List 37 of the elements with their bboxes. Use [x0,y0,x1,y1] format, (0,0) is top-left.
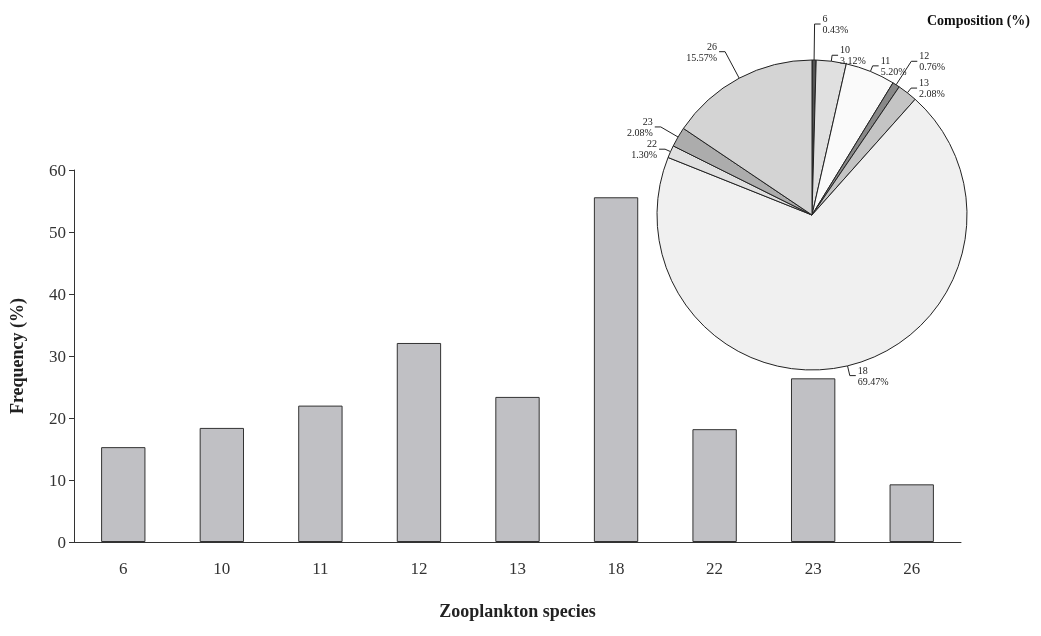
slice-label: 23 [642,115,653,127]
data-label: 5.20% [880,65,907,77]
slice-label: 11 [880,54,891,66]
slice-label: 18 [857,364,868,376]
y-tick-label: 30 [49,346,66,366]
slice-label: 12 [919,50,930,62]
x-axis-title: Zooplankton species [439,601,596,621]
slice-label: 22 [647,138,658,150]
y-tick-label: 40 [49,284,66,304]
x-tick-label: 22 [706,559,724,578]
data-label: 0.43% [822,24,849,36]
y-tick-label: 60 [49,160,66,180]
x-tick-label: 26 [903,559,921,578]
x-tick-label: 10 [213,559,231,578]
data-label: 3.12% [840,55,866,67]
data-label: 69.47% [857,375,889,387]
slice-label: 26 [707,40,718,52]
chart-title: Composition (%) [926,12,1031,29]
data-label: 0.76% [919,61,946,73]
x-tick-label: 6 [119,559,128,578]
x-tick-label: 23 [804,559,822,578]
slice-label: 6 [822,13,828,25]
data-label: 2.08% [626,126,653,138]
y-tick-label: 20 [49,408,66,428]
data-label: 2.08% [919,88,945,100]
x-tick-label: 18 [607,559,625,578]
x-tick-label: 12 [410,559,428,578]
y-tick-label: 50 [49,222,66,242]
slice-label: 13 [919,77,930,89]
data-label: 15.57% [686,51,718,63]
y-tick-label: 10 [49,470,66,490]
y-axis-title: Frequency (%) [7,297,28,415]
data-label: 1.30% [631,149,658,161]
x-tick-label: 11 [312,559,329,578]
slice-label: 10 [840,44,851,56]
x-tick-label: 13 [509,559,526,578]
y-tick-label: 0 [57,532,66,552]
